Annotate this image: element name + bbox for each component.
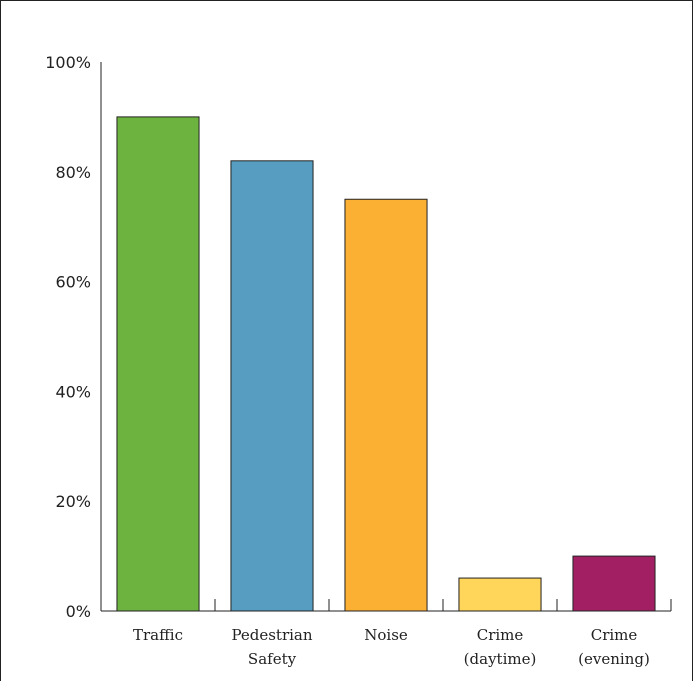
x-category-label: Noise — [364, 626, 408, 644]
x-category-label-line: Noise — [364, 626, 408, 644]
y-tick-label: 80% — [55, 163, 91, 182]
y-tick-label: 0% — [66, 602, 91, 621]
y-tick-label: 20% — [55, 492, 91, 511]
bars — [116, 116, 656, 612]
x-category-label: Pedestrian Safety — [231, 626, 312, 668]
bar — [458, 577, 542, 612]
bar — [344, 198, 428, 612]
x-category-label: Traffic — [133, 626, 183, 644]
x-axis: Traffic Pedestrian Safety Noise Crime (daytim… — [101, 599, 672, 668]
x-category-label-line: Traffic — [133, 626, 183, 644]
x-category-label-line: (daytime) — [464, 650, 537, 668]
x-category-label-line: Crime — [477, 626, 524, 644]
y-axis: 0% 20% 40% 60% 80% 100% — [45, 53, 102, 621]
x-category-label: Crime (evening) — [578, 626, 650, 668]
bar — [116, 116, 200, 612]
x-category-label-line: Safety — [248, 650, 297, 668]
y-tick-label: 40% — [55, 382, 91, 401]
x-category-label: Crime (daytime) — [464, 626, 537, 668]
bar — [230, 160, 314, 612]
bar — [572, 555, 656, 612]
x-category-label-line: Crime — [591, 626, 638, 644]
y-tick-label: 60% — [55, 273, 91, 292]
y-tick-label: 100% — [45, 53, 91, 72]
x-category-label-line: (evening) — [578, 650, 650, 668]
x-category-label-line: Pedestrian — [231, 626, 312, 644]
